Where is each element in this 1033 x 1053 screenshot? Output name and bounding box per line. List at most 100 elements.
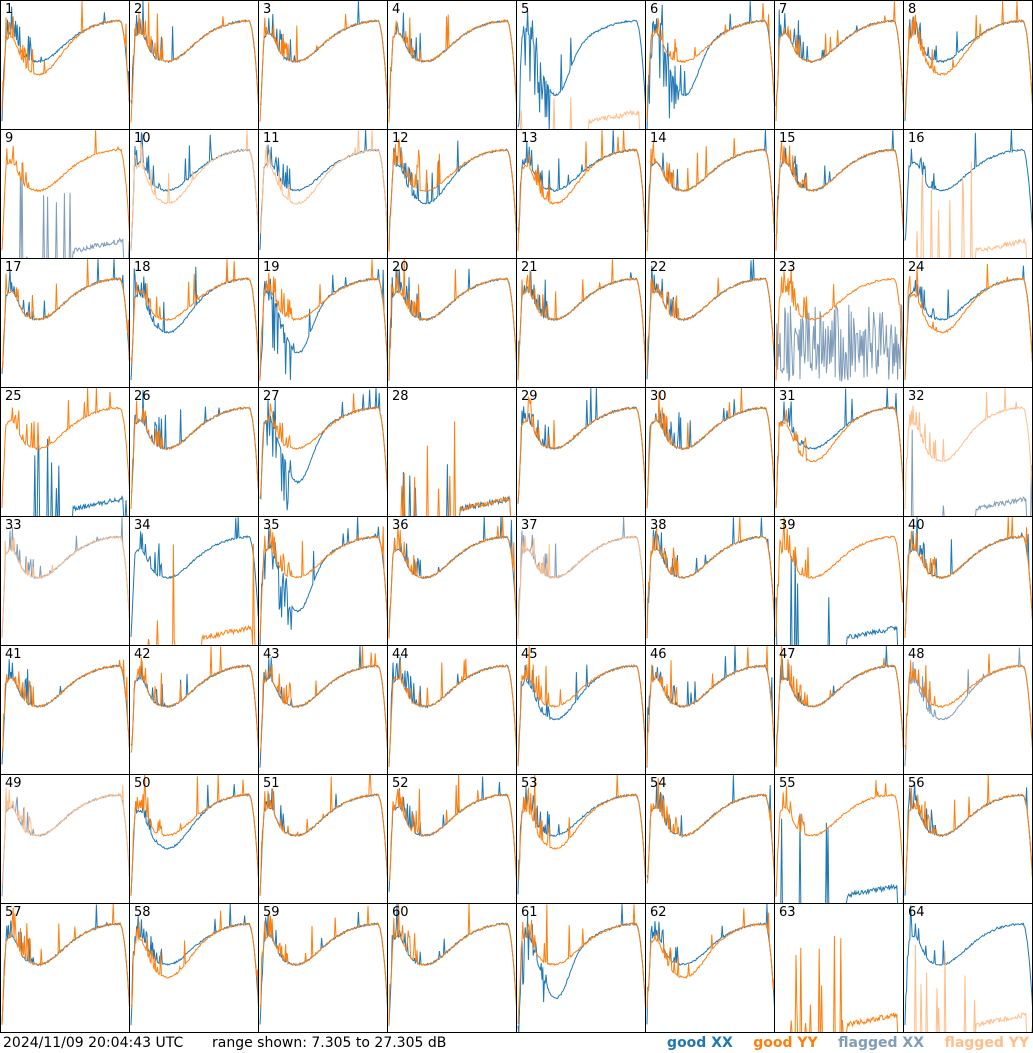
panel-label: 26 — [134, 389, 151, 404]
series-yy-line — [517, 535, 645, 639]
panel-label: 50 — [134, 776, 151, 791]
panel-plot — [388, 904, 516, 1026]
panel-60: 60 — [387, 903, 517, 1033]
series-yy-line — [914, 944, 1032, 1032]
series-xx-line — [259, 1, 387, 106]
series-yy-line — [646, 388, 774, 509]
panel-plot — [775, 268, 903, 382]
series-xx-line — [259, 646, 387, 768]
panel-label: 36 — [392, 518, 409, 533]
panel-label: 31 — [779, 389, 796, 404]
panel-label: 17 — [5, 260, 22, 275]
panel-plot — [646, 259, 774, 380]
series-yy-line — [259, 775, 387, 896]
series-yy-line — [130, 400, 258, 510]
panel-27: 27 — [258, 387, 388, 517]
series-yy-line — [400, 421, 512, 516]
panel-30: 30 — [645, 387, 775, 517]
series-xx-line — [388, 268, 516, 381]
series-xx-line — [904, 265, 1032, 380]
panel-label: 7 — [779, 2, 788, 17]
panel-plot — [775, 130, 903, 251]
series-yy-line — [517, 646, 645, 766]
panel-44: 44 — [387, 645, 517, 775]
panel-59: 59 — [258, 903, 388, 1033]
series-xx-line — [130, 1, 258, 105]
series-xx-line — [130, 132, 258, 251]
panel-label: 4 — [392, 2, 401, 17]
panel-38: 38 — [645, 516, 775, 646]
panel-plot — [259, 775, 387, 896]
panel-label: 46 — [650, 647, 667, 662]
panel-plot — [1, 785, 129, 897]
panel-plot — [130, 389, 258, 510]
panel-plot — [775, 780, 903, 903]
panel-37: 37 — [516, 516, 646, 646]
series-yy-line — [915, 161, 1028, 258]
panel-19: 19 — [258, 258, 388, 388]
panel-plot — [904, 517, 1032, 638]
panel-label: 53 — [521, 776, 538, 791]
panel-31: 31 — [774, 387, 904, 517]
panel-label: 21 — [521, 260, 538, 275]
series-yy-line — [259, 906, 387, 1008]
panel-label: 8 — [908, 2, 917, 17]
panel-label: 44 — [392, 647, 409, 662]
panel-plot — [775, 646, 903, 768]
panel-label: 41 — [5, 647, 22, 662]
series-xx-line — [646, 130, 774, 234]
series-xx-line — [388, 517, 516, 638]
panel-label: 47 — [779, 647, 796, 662]
panel-22: 22 — [645, 258, 775, 388]
series-yy-line — [130, 775, 258, 896]
series-yy-line — [1, 535, 129, 638]
panel-63: 63 — [774, 903, 904, 1033]
series-yy-line — [517, 396, 645, 503]
series-xx-line — [646, 399, 774, 508]
panel-label: 64 — [908, 905, 925, 920]
panel-plot — [388, 517, 516, 639]
panel-plot — [130, 130, 258, 251]
panel-label: 19 — [263, 260, 280, 275]
series-xx-line — [775, 548, 899, 645]
panel-plot — [130, 904, 258, 1026]
series-yy-line — [517, 130, 645, 251]
panel-label: 10 — [134, 131, 151, 146]
series-xx-line — [402, 464, 512, 516]
series-yy-line — [904, 775, 1032, 891]
series-xx-line — [388, 656, 516, 767]
panel-23: 23 — [774, 258, 904, 388]
panel-12: 12 — [387, 129, 517, 259]
panel-54: 54 — [645, 774, 775, 904]
panel-plot — [130, 775, 258, 896]
panel-4: 4 — [387, 0, 517, 130]
panel-plot — [259, 517, 387, 645]
series-yy-line — [646, 777, 774, 884]
series-xx-line — [259, 911, 387, 1025]
series-yy-line — [1, 130, 129, 251]
footer: 2024/11/09 20:04:43 UTC range shown: 7.3… — [0, 1034, 1033, 1053]
panel-34: 34 — [129, 516, 259, 646]
panel-56: 56 — [903, 774, 1033, 904]
panel-label: 29 — [521, 389, 538, 404]
series-xx-line — [775, 388, 903, 509]
series-yy-line — [130, 259, 258, 364]
panel-16: 16 — [903, 129, 1033, 259]
panel-plot — [789, 935, 899, 1032]
panel-21: 21 — [516, 258, 646, 388]
panel-plot — [646, 517, 774, 639]
series-yy-line — [259, 130, 387, 234]
panel-plot — [904, 263, 1032, 380]
series-yy-line — [130, 646, 258, 753]
series-yy-line — [1, 659, 129, 751]
panel-plot — [904, 647, 1032, 767]
series-xx-line — [646, 775, 774, 879]
panel-plot — [517, 130, 645, 251]
panel-label: 43 — [263, 647, 280, 662]
panel-41: 41 — [0, 645, 130, 775]
panel-label: 63 — [779, 905, 796, 920]
legend-good-xx: good XX — [667, 1035, 733, 1051]
panel-24: 24 — [903, 258, 1033, 388]
panel-plot — [517, 775, 645, 895]
panel-label: 61 — [521, 905, 538, 920]
